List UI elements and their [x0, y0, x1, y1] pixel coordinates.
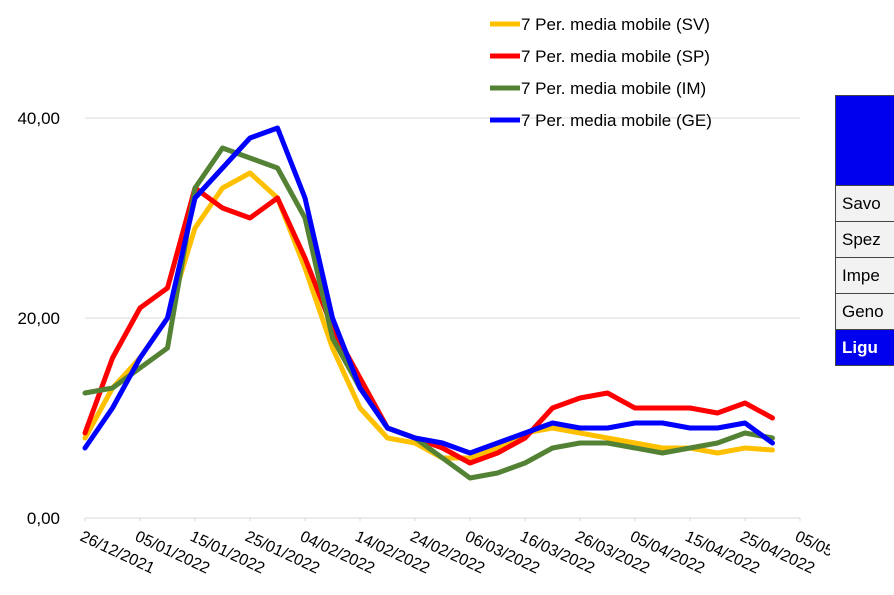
y-tick-label: 40,00 [17, 109, 60, 128]
table-cell: Spez [835, 221, 894, 258]
table-cell: Geno [835, 293, 894, 330]
summary-table: Savo Spez Impe Geno Ligu [835, 95, 894, 366]
chart: 0,0020,0040,0026/12/202105/01/202215/01/… [17, 15, 830, 578]
y-tick-label: 20,00 [17, 309, 60, 328]
legend-label: 7 Per. media mobile (SV) [521, 15, 710, 34]
table-cell: Impe [835, 257, 894, 294]
series-line [82, 125, 775, 456]
table-header [835, 95, 894, 186]
legend-label: 7 Per. media mobile (GE) [521, 111, 712, 130]
legend-label: 7 Per. media mobile (IM) [521, 79, 706, 98]
table-cell: Savo [835, 185, 894, 222]
legend-label: 7 Per. media mobile (SP) [521, 47, 710, 66]
series-line [82, 145, 775, 481]
y-tick-label: 0,00 [27, 509, 60, 528]
table-cell: Ligu [835, 329, 894, 366]
